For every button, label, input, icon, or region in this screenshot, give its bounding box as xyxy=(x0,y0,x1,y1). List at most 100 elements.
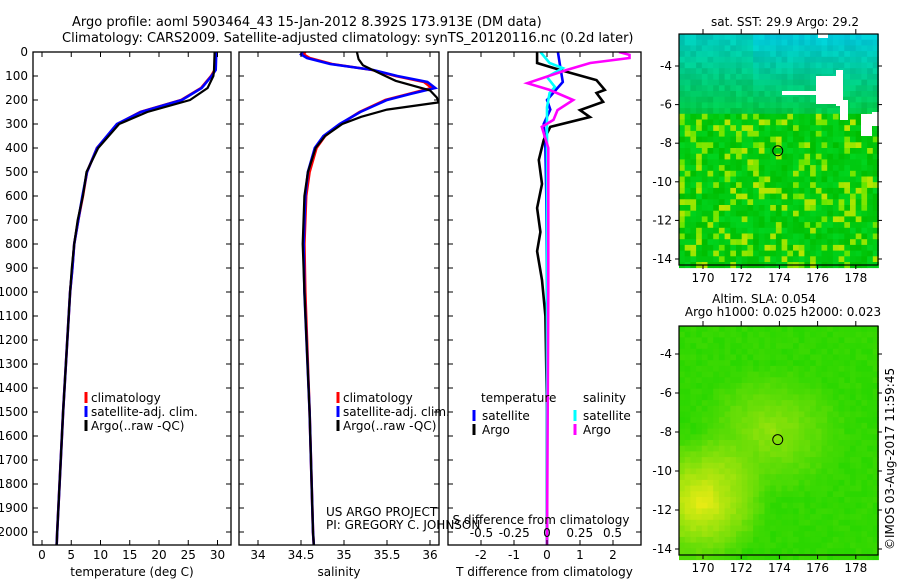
map-cell xyxy=(855,377,862,384)
map-cell xyxy=(861,485,868,492)
map-cell xyxy=(701,548,708,555)
map-cell xyxy=(690,326,697,333)
map-cell xyxy=(821,525,828,532)
map-cell xyxy=(850,343,857,350)
map-cell xyxy=(707,153,714,160)
map-cell xyxy=(730,45,737,52)
map-cell xyxy=(804,108,811,115)
map-cell xyxy=(821,239,828,246)
map-cell xyxy=(861,388,868,395)
map-cell xyxy=(804,422,811,429)
map-cell xyxy=(798,34,805,41)
map-cell xyxy=(736,365,743,372)
map-cell xyxy=(747,536,754,543)
map-cell xyxy=(815,502,822,509)
map-cell xyxy=(696,51,703,58)
map-cell xyxy=(701,108,708,115)
map-cell xyxy=(718,417,725,424)
map-cell xyxy=(815,479,822,486)
map-cell xyxy=(798,525,805,532)
map-cell xyxy=(787,343,794,350)
map-cell xyxy=(684,193,691,200)
map-cell xyxy=(844,136,851,143)
map-cell xyxy=(707,394,714,401)
map-cell xyxy=(838,343,845,350)
map-cell xyxy=(815,125,822,132)
map-cell xyxy=(798,371,805,378)
x-tick-label: 0 xyxy=(543,548,551,562)
map-cell xyxy=(718,119,725,126)
map-cell xyxy=(855,165,862,172)
map-cell xyxy=(770,491,777,498)
map-cell xyxy=(690,377,697,384)
legend-label: satellite xyxy=(482,409,530,423)
map-cell xyxy=(798,45,805,52)
map-cell xyxy=(838,445,845,452)
map-cell xyxy=(758,400,765,407)
map-cell xyxy=(707,343,714,350)
map-cell xyxy=(747,548,754,555)
map-cell xyxy=(850,348,857,355)
map-cell xyxy=(793,365,800,372)
map-cell xyxy=(696,199,703,206)
map-cell xyxy=(867,360,874,367)
map-cell xyxy=(758,457,765,464)
map-cell xyxy=(707,411,714,418)
map-cell xyxy=(764,205,771,212)
map-cell xyxy=(741,343,748,350)
map-cell xyxy=(832,417,839,424)
map-cell xyxy=(724,519,731,526)
map-cell xyxy=(810,193,817,200)
map-cell xyxy=(764,125,771,132)
map-cell xyxy=(684,96,691,103)
map-cell xyxy=(872,434,879,441)
map-cell xyxy=(781,554,788,561)
map-cell xyxy=(832,108,839,115)
map-cell xyxy=(815,365,822,372)
map-cell xyxy=(770,445,777,452)
map-cell xyxy=(684,554,691,561)
s-tick-label: 0 xyxy=(543,526,551,540)
map-cell xyxy=(787,68,794,75)
map-cell xyxy=(855,422,862,429)
map-cell xyxy=(696,159,703,166)
map-cell xyxy=(781,256,788,263)
map-cell xyxy=(827,479,834,486)
map-cell xyxy=(798,400,805,407)
map-cell xyxy=(690,210,697,217)
map-cell xyxy=(713,233,720,240)
map-cell xyxy=(770,331,777,338)
map-cell xyxy=(770,51,777,58)
map-cell xyxy=(701,365,708,372)
y-tick-label: 1800 xyxy=(0,477,28,491)
map-cell xyxy=(770,148,777,155)
map-cell xyxy=(872,400,879,407)
map-cell xyxy=(850,462,857,469)
map-cell xyxy=(781,244,788,251)
map-cell xyxy=(730,554,737,561)
map-cell xyxy=(701,445,708,452)
salinity-profile-panel: 34 34.5 35 35.5 36salinityclimatologysatelli… xyxy=(238,51,450,579)
map-cell xyxy=(696,548,703,555)
map-cell xyxy=(827,445,834,452)
map-cell xyxy=(793,159,800,166)
map-cell xyxy=(861,233,868,240)
map-cell xyxy=(701,371,708,378)
map-cell xyxy=(696,400,703,407)
map-cell xyxy=(758,119,765,126)
map-cell xyxy=(690,222,697,229)
map-cell xyxy=(718,130,725,137)
map-cell xyxy=(832,400,839,407)
map-cell xyxy=(758,56,765,63)
map-cell xyxy=(758,96,765,103)
map-cell xyxy=(730,343,737,350)
map-cell xyxy=(804,39,811,46)
map-cell xyxy=(838,45,845,52)
map-cell xyxy=(736,383,743,390)
map-cell xyxy=(821,405,828,412)
map-cell xyxy=(781,343,788,350)
map-cell xyxy=(753,250,760,257)
map-cell xyxy=(753,85,760,92)
map-cell xyxy=(815,210,822,217)
map-cell xyxy=(815,462,822,469)
